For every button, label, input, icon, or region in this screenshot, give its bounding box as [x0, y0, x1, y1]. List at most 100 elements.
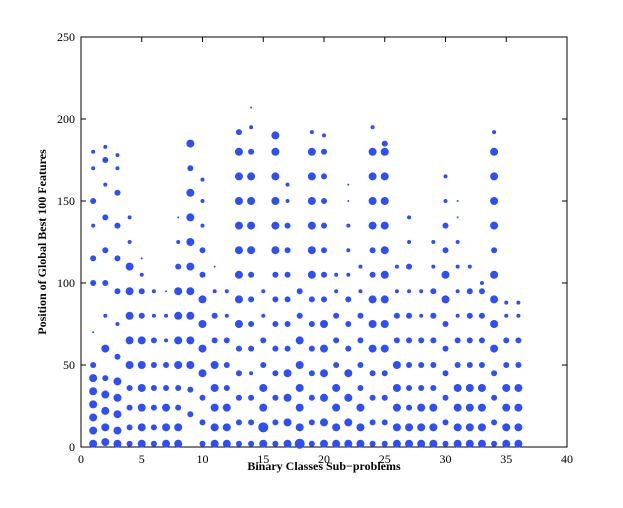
bubble: [307, 147, 316, 156]
bubble: [491, 419, 498, 426]
x-tick-label: 20: [318, 452, 330, 466]
bubble: [137, 336, 146, 345]
bubble: [504, 300, 509, 305]
bubble: [272, 370, 279, 377]
bubble: [210, 383, 219, 392]
bubble: [199, 419, 206, 426]
bubble: [261, 313, 266, 318]
bubble: [113, 393, 122, 402]
bubble: [200, 223, 205, 228]
bubble: [502, 383, 511, 392]
bubble: [405, 439, 414, 448]
bubble: [101, 438, 110, 447]
bubble: [504, 313, 509, 318]
bubble: [394, 289, 399, 294]
bubble: [358, 264, 363, 269]
bubble: [296, 312, 303, 319]
bubble: [516, 313, 521, 318]
bubble: [380, 270, 389, 279]
bubble: [235, 419, 242, 426]
bubble: [407, 215, 412, 220]
bubble: [102, 214, 109, 221]
bubble: [442, 419, 449, 426]
bubble: [260, 362, 267, 368]
bubble: [186, 139, 195, 148]
bubble: [272, 296, 279, 303]
bubble: [368, 320, 377, 328]
bubble: [334, 289, 339, 294]
bubble: [223, 362, 230, 368]
bubble: [90, 362, 97, 368]
bubble: [454, 362, 461, 368]
bubble: [126, 404, 133, 411]
bubble: [429, 439, 438, 448]
bubble: [247, 197, 256, 205]
x-tick-label: 40: [561, 452, 573, 466]
bubble: [91, 149, 96, 154]
bubble: [248, 394, 255, 401]
bubble: [358, 289, 363, 294]
bubble: [177, 216, 180, 219]
bubble: [283, 439, 292, 448]
bubble: [210, 361, 219, 369]
bubble: [320, 369, 328, 378]
bubble: [224, 313, 229, 318]
bubble: [492, 130, 497, 135]
bubble: [295, 423, 304, 432]
bubble: [368, 344, 377, 353]
bubble: [344, 418, 353, 427]
bubble: [137, 361, 146, 369]
bubble: [186, 311, 195, 320]
bubble: [235, 370, 242, 377]
bubble: [234, 147, 243, 156]
bubble: [296, 288, 303, 295]
bubble: [113, 426, 122, 435]
bubble: [103, 182, 108, 187]
plot-frame: [80, 36, 568, 448]
bubble: [103, 144, 108, 149]
bubble: [248, 419, 255, 426]
bubble: [369, 271, 376, 278]
bubble: [260, 337, 267, 344]
bubble: [174, 361, 183, 369]
bubble: [284, 345, 291, 352]
bubble: [175, 384, 182, 391]
bubble: [514, 423, 523, 432]
bubble: [430, 362, 437, 368]
bubble: [491, 394, 498, 401]
bubble: [210, 439, 219, 448]
bubble: [101, 390, 110, 399]
bubble: [478, 337, 485, 344]
bubble: [234, 221, 243, 230]
bubble: [115, 322, 120, 326]
bubble: [356, 423, 365, 432]
bubble: [199, 247, 206, 254]
bubble: [174, 311, 183, 320]
bubble: [418, 337, 425, 344]
bubble: [186, 238, 195, 246]
bubble: [285, 199, 290, 203]
bubble: [322, 133, 326, 138]
bubble: [247, 172, 256, 181]
bubble: [90, 255, 97, 262]
bubble: [90, 280, 97, 286]
bubble: [272, 394, 279, 401]
bubble: [212, 289, 217, 294]
bubble: [285, 182, 290, 187]
bubble: [92, 331, 95, 334]
bubble: [345, 345, 352, 352]
bubble: [443, 199, 448, 203]
bubble: [418, 362, 425, 368]
bubble: [456, 200, 459, 202]
bubble: [186, 336, 195, 345]
bubble: [429, 403, 438, 412]
bubble: [490, 221, 499, 230]
bubble: [345, 321, 352, 327]
bubble: [102, 247, 109, 254]
bubble: [295, 403, 304, 412]
bubble: [164, 338, 169, 343]
bubble: [347, 200, 350, 202]
bubble: [503, 362, 510, 368]
x-tick-label: 5: [139, 452, 145, 466]
bubble: [321, 222, 327, 229]
